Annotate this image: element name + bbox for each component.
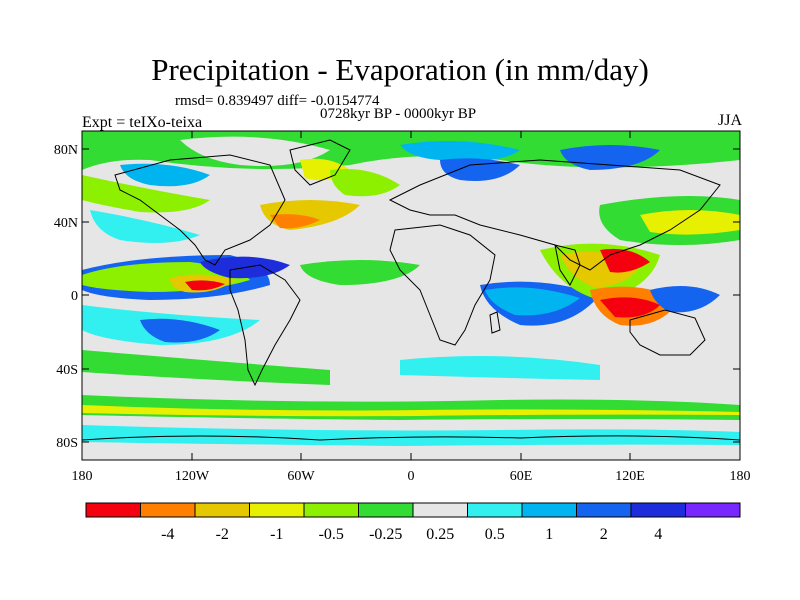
colorbar-swatch	[85, 502, 141, 518]
colorbar-label: 1	[545, 526, 553, 543]
y-tick-label: 40S	[56, 363, 78, 378]
colorbar-swatch	[630, 502, 686, 518]
colorbar-label: 2	[600, 526, 608, 543]
colorbar-label: 0.25	[426, 526, 454, 543]
colorbar-swatch	[521, 502, 577, 518]
colorbar-label: -2	[216, 526, 229, 543]
map-field	[82, 131, 740, 460]
colorbar-label: -4	[161, 526, 174, 543]
y-tick-label: 80N	[54, 143, 78, 158]
period-subtitle: 0728kyr BP - 0000kyr BP	[320, 106, 477, 122]
chart-title: Precipitation - Evaporation (in mm/day)	[151, 52, 649, 87]
stats-subtitle: rmsd= 0.839497 diff= -0.0154774	[175, 93, 380, 109]
colorbar-swatch	[685, 502, 741, 518]
y-tick-label: 80S	[56, 436, 78, 451]
colorbar-label: 4	[654, 526, 662, 543]
x-tick-label: 60W	[287, 469, 315, 484]
colorbar-label: 0.5	[485, 526, 505, 543]
y-tick-label: 0	[71, 289, 78, 304]
colorbar-swatch	[358, 502, 414, 518]
x-tick-label: 120W	[175, 469, 210, 484]
x-tick-label: 180	[730, 469, 751, 484]
x-tick-label: 180	[72, 469, 93, 484]
experiment-label: Expt = teIXo-teixa	[82, 114, 203, 131]
y-tick-label: 40N	[54, 216, 78, 231]
season-label: JJA	[717, 112, 742, 129]
colorbar-label: -0.25	[369, 526, 402, 543]
colorbar-swatch	[412, 502, 468, 518]
colorbar-swatch	[576, 502, 632, 518]
colorbar-label: -0.5	[319, 526, 344, 543]
x-tick-label: 0	[408, 469, 415, 484]
x-axis	[81, 131, 741, 460]
x-tick-label: 60E	[510, 469, 533, 484]
x-tick-label: 120E	[615, 469, 645, 484]
colorbar-swatch	[140, 502, 196, 518]
colorbar-swatch	[194, 502, 250, 518]
colorbar-swatch	[249, 502, 305, 518]
colorbar-label: -1	[270, 526, 283, 543]
colorbar-swatch	[303, 502, 359, 518]
y-axis	[82, 148, 740, 443]
colorbar-swatch	[467, 502, 523, 518]
